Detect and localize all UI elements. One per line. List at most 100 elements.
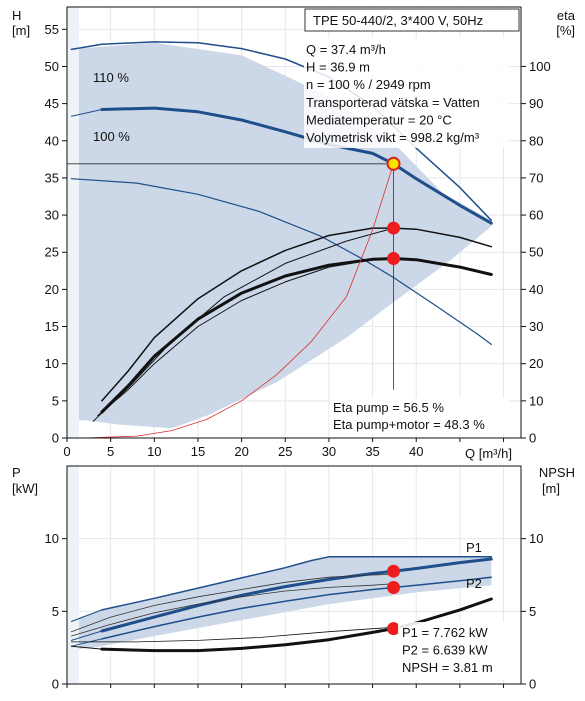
y-tick-label: 20: [45, 282, 59, 297]
info-line: Volymetrisk vikt = 998.2 kg/m³: [306, 130, 480, 145]
chart-title: TPE 50-440/2, 3*400 V, 50Hz: [313, 13, 483, 28]
operating-point-dot: [387, 581, 401, 595]
x-tick-label: 15: [191, 444, 205, 459]
series-line-6: [97, 258, 394, 417]
right-y-tick-label: 80: [529, 133, 543, 148]
y-tick-label: 10: [45, 356, 59, 371]
x-tick-label: 5: [107, 444, 114, 459]
right-y-tick-label: 0: [529, 431, 536, 446]
info-background: [304, 38, 510, 148]
info-line: Transporterad vätska = Vatten: [306, 95, 480, 110]
p2-label: P2: [466, 576, 482, 591]
x-tick-label: 20: [234, 444, 248, 459]
y-tick-label: 10: [45, 531, 59, 546]
speed-label-100: 100 %: [93, 129, 130, 144]
speed-label-110: 110 %: [93, 70, 129, 85]
right-y-tick-label: 10: [529, 531, 543, 546]
series-line-10: [71, 626, 394, 643]
x-tick-label: 0: [63, 444, 70, 459]
power-info-line: P1 = 7.762 kW: [402, 625, 488, 640]
x-tick-label: 10: [147, 444, 161, 459]
x-tick-label: 40: [409, 444, 423, 459]
y-tick-label: 35: [45, 170, 59, 185]
power-info-background: [398, 622, 512, 680]
operating-point-dot: [387, 252, 401, 266]
series-line-1: [100, 557, 493, 633]
npsh-axis-label: NPSH: [539, 465, 575, 480]
series-line-5: [70, 638, 103, 647]
eta-line: Eta pump+motor = 48.3 %: [333, 417, 485, 432]
power-info-line: NPSH = 3.81 m: [402, 660, 493, 675]
series-line-3: [70, 178, 492, 345]
right-y-tick-label: 60: [529, 208, 543, 223]
y-tick-label: 45: [45, 96, 59, 111]
p1-label: P1: [466, 540, 482, 555]
right-y-tick-label: 0: [529, 677, 536, 692]
x-tick-label: 30: [322, 444, 336, 459]
power-panel: [62, 465, 526, 688]
power-axis-label: P: [12, 465, 21, 480]
series-line-7: [71, 583, 394, 637]
eta-line: Eta pump = 56.5 %: [333, 400, 444, 415]
series-line-7: [92, 227, 394, 422]
series-line-0: [101, 556, 493, 611]
eta-background: [330, 398, 510, 434]
x-tick-label: 25: [278, 444, 292, 459]
series-line-2: [70, 109, 103, 117]
series-line-4: [70, 630, 103, 641]
power-info-line: P2 = 6.639 kW: [402, 643, 488, 658]
y-tick-label: 30: [45, 208, 59, 223]
eta-axis-label: eta: [557, 8, 576, 23]
npsh-axis-unit: [m]: [542, 481, 560, 496]
series-line-3: [70, 609, 103, 622]
series-line-8: [84, 163, 394, 439]
series-line-2: [101, 576, 493, 640]
left-edge-strip: [67, 7, 79, 438]
right-y-tick-label: 40: [529, 282, 543, 297]
info-line: n = 100 % / 2949 rpm: [306, 77, 431, 92]
right-y-tick-label: 20: [529, 356, 543, 371]
plot-frame: [66, 465, 522, 685]
operating-point-marker: [386, 156, 401, 171]
series-line-6: [71, 573, 394, 633]
left-edge-strip: [67, 466, 79, 684]
series-line-4: [101, 227, 493, 402]
operating-point-dot: [387, 622, 401, 636]
right-y-tick-label: 5: [529, 604, 536, 619]
y-tick-label: 55: [45, 22, 59, 37]
y-tick-label: 5: [52, 604, 59, 619]
head-axis-unit: [m]: [12, 23, 30, 38]
right-y-tick-label: 30: [529, 319, 543, 334]
series-line-0: [70, 41, 493, 222]
y-tick-label: 40: [45, 133, 59, 148]
x-tick-label: 35: [365, 444, 379, 459]
series-line-5: [100, 257, 493, 414]
right-y-tick-label: 50: [529, 245, 543, 260]
y-tick-label: 15: [45, 319, 59, 334]
right-y-tick-label: 70: [529, 170, 543, 185]
right-y-tick-label: 100: [529, 59, 551, 74]
info-line: Q = 37.4 m³/h: [306, 42, 386, 57]
y-tick-label: 0: [52, 431, 59, 446]
y-tick-label: 25: [45, 245, 59, 260]
series-line-8: [100, 597, 493, 653]
right-y-tick-label: 10: [529, 393, 543, 408]
operating-area: [67, 556, 492, 651]
series-line-9: [70, 645, 103, 650]
info-line: H = 36.9 m: [306, 60, 370, 75]
eta-axis-unit: [%]: [556, 23, 575, 38]
head-axis-label: H: [12, 8, 21, 23]
title-box: [304, 8, 520, 32]
power-axis-unit: [kW]: [12, 481, 38, 496]
plot-frame: [66, 6, 522, 439]
operating-point-dot: [387, 564, 401, 578]
operating-point-dot: [387, 221, 401, 235]
y-tick-label: 5: [52, 393, 59, 408]
y-tick-label: 50: [45, 59, 59, 74]
y-tick-label: 0: [52, 677, 59, 692]
right-y-tick-label: 90: [529, 96, 543, 111]
info-line: Mediatemperatur = 20 °C: [306, 112, 452, 127]
flow-axis-label: Q [m³/h]: [465, 446, 512, 461]
